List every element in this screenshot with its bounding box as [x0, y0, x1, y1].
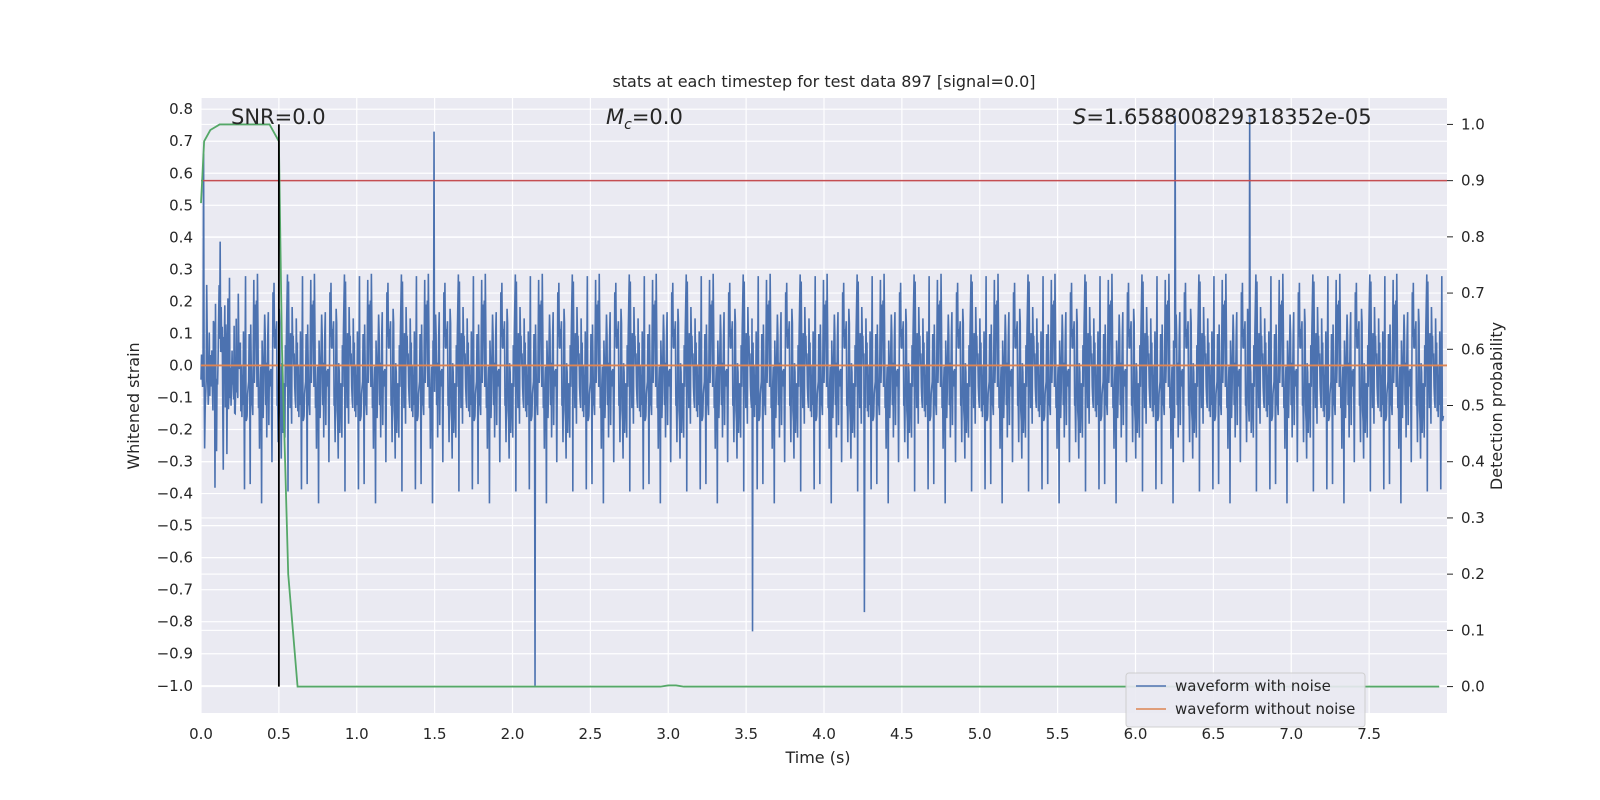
y2-tick-label: 1.0 — [1461, 115, 1485, 133]
x-tick-label: 7.5 — [1357, 725, 1381, 743]
x-axis-label: Time (s) — [784, 748, 850, 767]
y2-tick-label: 0.7 — [1461, 284, 1485, 302]
y2-tick-label: 0.9 — [1461, 172, 1485, 190]
x-tick-label: 6.5 — [1201, 725, 1225, 743]
y2-tick-label: 0.5 — [1461, 397, 1485, 415]
series-waveform-with-noise — [200, 115, 1445, 686]
y2-tick-label: 0.6 — [1461, 340, 1485, 358]
y2-tick-label: 0.1 — [1461, 621, 1485, 639]
y2-axis-label: Detection probability — [1487, 322, 1506, 490]
x-tick-label: 4.0 — [812, 725, 836, 743]
x-tick-label: 4.5 — [890, 725, 914, 743]
y-tick-label: −0.9 — [157, 645, 193, 663]
y2-tick-label: 0.3 — [1461, 509, 1485, 527]
y-tick-label: 0.3 — [169, 260, 193, 278]
detection-probability-line — [200, 123, 1440, 688]
overlay-lines — [200, 123, 1447, 688]
x-tick-label: 0.5 — [267, 725, 291, 743]
y2-tick-label: 0.4 — [1461, 453, 1485, 471]
mc-annotation: Mc=0.0 — [606, 105, 683, 133]
x-tick-label: 2.5 — [578, 725, 602, 743]
x-tick-label: 1.5 — [423, 725, 447, 743]
snr-annotation: SNR=0.0 — [231, 105, 326, 129]
s-value: =1.658800829318352e-05 — [1086, 105, 1371, 129]
noise-waveform-line — [200, 115, 1445, 686]
s-symbol: S — [1073, 105, 1086, 129]
x-tick-label: 2.0 — [501, 725, 525, 743]
x-tick-label: 1.0 — [345, 725, 369, 743]
legend-label-clean: waveform without noise — [1175, 700, 1355, 718]
y-tick-label: −0.4 — [157, 485, 193, 503]
y-tick-label: 0.6 — [169, 164, 193, 182]
y-tick-label: 0.1 — [169, 324, 193, 342]
y2-tick-label: 0.2 — [1461, 565, 1485, 583]
y2-tick-label: 0.8 — [1461, 228, 1485, 246]
x-tick-label: 5.5 — [1046, 725, 1070, 743]
y-tick-label: 0.7 — [169, 132, 193, 150]
y2-tick-label: 0.0 — [1461, 678, 1485, 696]
x-tick-label: 6.0 — [1124, 725, 1148, 743]
y-tick-label: −1.0 — [157, 677, 193, 695]
y-tick-label: 0.8 — [169, 100, 193, 118]
y-tick-label: −0.8 — [157, 613, 193, 631]
mc-symbol: M — [606, 105, 624, 129]
legend-box — [1125, 672, 1366, 728]
legend-label-noise: waveform with noise — [1175, 677, 1331, 695]
x-tick-label: 3.5 — [734, 725, 758, 743]
y-tick-label: −0.5 — [157, 517, 193, 535]
x-tick-label: 5.0 — [968, 725, 992, 743]
y-tick-label: −0.6 — [157, 549, 193, 567]
s-annotation: S=1.658800829318352e-05 — [1073, 105, 1372, 129]
y-tick-label: 0.5 — [169, 196, 193, 214]
y-tick-label: −0.2 — [157, 421, 193, 439]
chart-title: stats at each timestep for test data 897… — [612, 72, 1035, 91]
y-tick-label: −0.7 — [157, 581, 193, 599]
y-tick-label: −0.1 — [157, 388, 193, 406]
x-tick-label: 7.0 — [1279, 725, 1303, 743]
mc-value: =0.0 — [632, 105, 683, 129]
y-tick-label: 0.4 — [169, 228, 193, 246]
y-tick-label: −0.3 — [157, 453, 193, 471]
legend: waveform with noise waveform without noi… — [1125, 672, 1366, 728]
x-tick-label: 3.0 — [656, 725, 680, 743]
axis-ticks: 0.0 0.5 1.0 1.5 2.0 2.5 3.0 3.5 4.0 4.5 5.0 5.5 6.0 6… — [157, 100, 1485, 743]
mc-subscript: c — [624, 117, 632, 133]
y-tick-label: 0.0 — [169, 356, 193, 374]
x-tick-label: 0.0 — [189, 725, 213, 743]
y-tick-label: 0.2 — [169, 292, 193, 310]
y-axis-label: Whitened strain — [124, 342, 143, 469]
